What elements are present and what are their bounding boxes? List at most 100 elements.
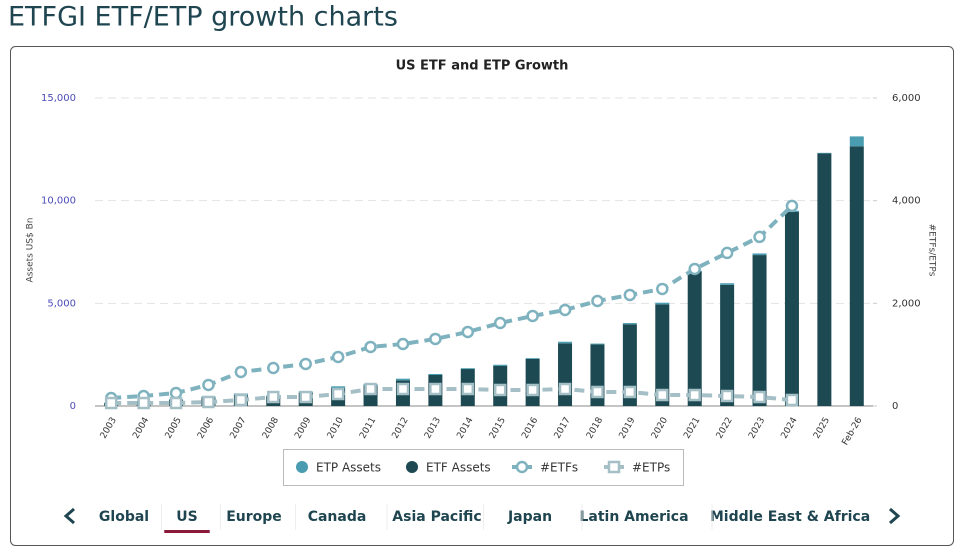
point bbox=[364, 340, 377, 354]
legend-label: #ETFs bbox=[540, 461, 578, 475]
point bbox=[104, 396, 118, 410]
point bbox=[591, 294, 604, 308]
point bbox=[493, 316, 507, 330]
line bbox=[111, 387, 793, 406]
y-axis-title: Assets US$ Bn bbox=[26, 218, 36, 283]
point bbox=[396, 337, 410, 351]
point bbox=[526, 309, 539, 323]
point bbox=[169, 386, 183, 400]
bar bbox=[817, 152, 832, 154]
point bbox=[753, 230, 766, 244]
tabs-prev[interactable] bbox=[63, 507, 75, 525]
legend-marker bbox=[607, 460, 621, 474]
point bbox=[526, 383, 539, 397]
bar bbox=[493, 364, 508, 366]
bar bbox=[428, 373, 443, 375]
bar bbox=[752, 255, 767, 406]
point bbox=[623, 288, 637, 302]
tab[interactable]: Asia Pacific bbox=[392, 509, 481, 525]
bar bbox=[460, 368, 475, 370]
page-title: ETFGI ETF/ETP growth charts bbox=[8, 2, 398, 33]
bar bbox=[720, 284, 735, 406]
bar bbox=[655, 304, 670, 406]
y2-tick-label: 2,000 bbox=[892, 298, 921, 309]
point bbox=[720, 389, 734, 403]
legend-marker bbox=[515, 460, 529, 474]
y-tick-label: 0 bbox=[70, 401, 76, 412]
point bbox=[461, 382, 475, 396]
tab-underline bbox=[164, 530, 210, 533]
point bbox=[493, 383, 507, 397]
point bbox=[688, 388, 701, 402]
bar bbox=[395, 378, 410, 381]
point bbox=[785, 199, 799, 213]
bar bbox=[331, 386, 346, 388]
bar bbox=[525, 358, 540, 359]
tab[interactable]: Europe bbox=[226, 509, 282, 525]
point bbox=[785, 393, 799, 407]
bar bbox=[590, 343, 605, 345]
tab[interactable]: US bbox=[176, 509, 197, 525]
tab[interactable]: Japan bbox=[507, 509, 552, 525]
bar bbox=[849, 146, 864, 406]
tab[interactable]: Global bbox=[99, 509, 149, 525]
point bbox=[267, 390, 280, 404]
tab[interactable]: Canada bbox=[308, 509, 367, 525]
y2-axis-title: #ETFs/ETPs bbox=[927, 224, 937, 277]
point bbox=[202, 395, 215, 409]
legend-label: ETF Assets bbox=[426, 461, 491, 475]
bar bbox=[817, 153, 832, 406]
y2-tick-label: 4,000 bbox=[892, 196, 921, 207]
point bbox=[234, 393, 248, 407]
point bbox=[364, 382, 377, 396]
bar bbox=[622, 324, 637, 406]
point bbox=[299, 390, 312, 404]
bar bbox=[525, 358, 540, 406]
point bbox=[623, 385, 637, 399]
bar bbox=[558, 341, 573, 344]
point bbox=[688, 262, 701, 276]
point bbox=[299, 357, 312, 371]
y2-tick-label: 0 bbox=[892, 401, 898, 412]
point bbox=[429, 332, 442, 346]
y-tick-label: 5,000 bbox=[47, 298, 76, 309]
point bbox=[396, 382, 410, 396]
chart-title: US ETF and ETP Growth bbox=[396, 59, 569, 74]
legend-marker bbox=[406, 461, 418, 473]
bar bbox=[849, 136, 864, 147]
tabs-next[interactable] bbox=[889, 507, 901, 525]
point bbox=[558, 303, 572, 317]
point bbox=[137, 396, 150, 410]
point bbox=[558, 382, 572, 396]
y-tick-label: 15,000 bbox=[41, 93, 76, 104]
point bbox=[591, 385, 604, 399]
line bbox=[111, 204, 794, 401]
legend-label: #ETPs bbox=[632, 461, 670, 475]
point bbox=[656, 388, 669, 402]
point bbox=[331, 387, 345, 401]
chart-frame bbox=[10, 46, 954, 546]
bar bbox=[558, 343, 573, 406]
legend-label: ETP Assets bbox=[316, 461, 381, 475]
tab[interactable]: Middle East & Africa bbox=[710, 509, 870, 525]
point bbox=[656, 282, 669, 296]
point bbox=[234, 365, 248, 379]
tab[interactable]: Latin America bbox=[579, 509, 688, 525]
point bbox=[267, 361, 280, 375]
point bbox=[753, 390, 766, 404]
bar bbox=[720, 283, 735, 285]
point bbox=[429, 382, 442, 396]
bar bbox=[687, 271, 702, 406]
point bbox=[331, 350, 345, 364]
y2-tick-label: 6,000 bbox=[892, 93, 921, 104]
bar bbox=[655, 302, 670, 305]
legend-marker bbox=[296, 461, 308, 473]
bar bbox=[622, 323, 637, 325]
bar bbox=[784, 211, 799, 406]
bar bbox=[752, 253, 767, 256]
point bbox=[461, 325, 475, 339]
point bbox=[169, 396, 183, 410]
point bbox=[202, 378, 215, 392]
point bbox=[720, 246, 734, 260]
